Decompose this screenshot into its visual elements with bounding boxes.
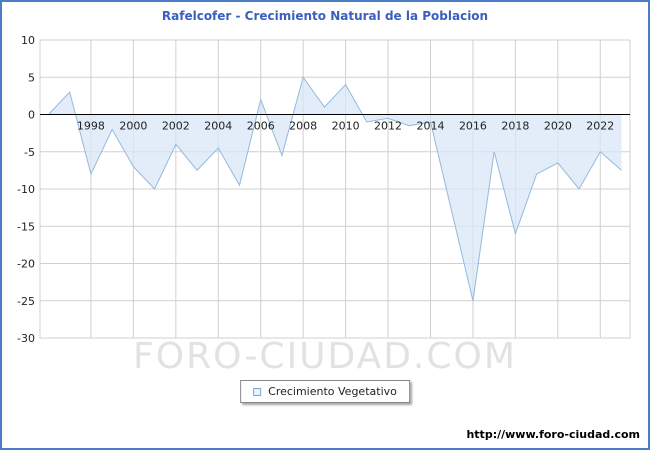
- x-tick-label: 2016: [459, 120, 487, 133]
- x-tick-label: 2004: [204, 120, 232, 133]
- legend-label: Crecimiento Vegetativo: [268, 385, 397, 398]
- x-tick-label: 2000: [119, 120, 147, 133]
- legend-square-icon: [253, 387, 262, 396]
- x-tick-label: 2010: [332, 120, 360, 133]
- y-tick-label: 5: [28, 71, 35, 84]
- x-tick-label: 2018: [501, 120, 529, 133]
- x-tick-label: 2006: [247, 120, 275, 133]
- y-tick-label: -10: [17, 183, 35, 196]
- y-tick-label: -15: [17, 220, 35, 233]
- y-tick-label: -5: [24, 146, 35, 159]
- x-tick-label: 2022: [586, 120, 614, 133]
- watermark-text: FORO-CIUDAD.COM: [133, 336, 517, 377]
- y-tick-label: -20: [17, 258, 35, 271]
- chart-title: Rafelcofer - Crecimiento Natural de la P…: [161, 9, 489, 23]
- y-tick-label: -30: [17, 332, 35, 345]
- footer-url-link[interactable]: http://www.foro-ciudad.com: [466, 428, 640, 441]
- x-tick-label: 2002: [162, 120, 190, 133]
- line-series: [48, 76, 622, 301]
- x-tick-label: 2008: [289, 120, 317, 133]
- y-tick-label: -25: [17, 295, 35, 308]
- x-tick-label: 2012: [374, 120, 402, 133]
- x-tick-label: 2014: [417, 120, 445, 133]
- x-tick-label: 1998: [77, 120, 105, 133]
- area-series: [48, 77, 622, 301]
- legend-box: Crecimiento Vegetativo: [240, 380, 410, 403]
- y-tick-label: 10: [21, 34, 35, 47]
- x-tick-label: 2020: [544, 120, 572, 133]
- y-tick-label: 0: [28, 109, 35, 122]
